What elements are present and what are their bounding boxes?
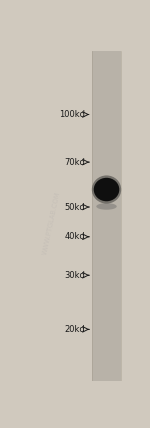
Text: 40kd: 40kd bbox=[64, 232, 85, 241]
Text: 50kd: 50kd bbox=[64, 202, 85, 211]
Text: WWW.PTGLAB.COM: WWW.PTGLAB.COM bbox=[42, 190, 61, 255]
Ellipse shape bbox=[92, 175, 121, 204]
Bar bbox=[92, 51, 121, 381]
Text: 20kd: 20kd bbox=[64, 325, 85, 334]
Text: 100kd: 100kd bbox=[59, 110, 85, 119]
Text: 30kd: 30kd bbox=[64, 270, 85, 280]
Ellipse shape bbox=[96, 203, 117, 210]
Text: 70kd: 70kd bbox=[64, 158, 85, 166]
Ellipse shape bbox=[94, 178, 119, 201]
